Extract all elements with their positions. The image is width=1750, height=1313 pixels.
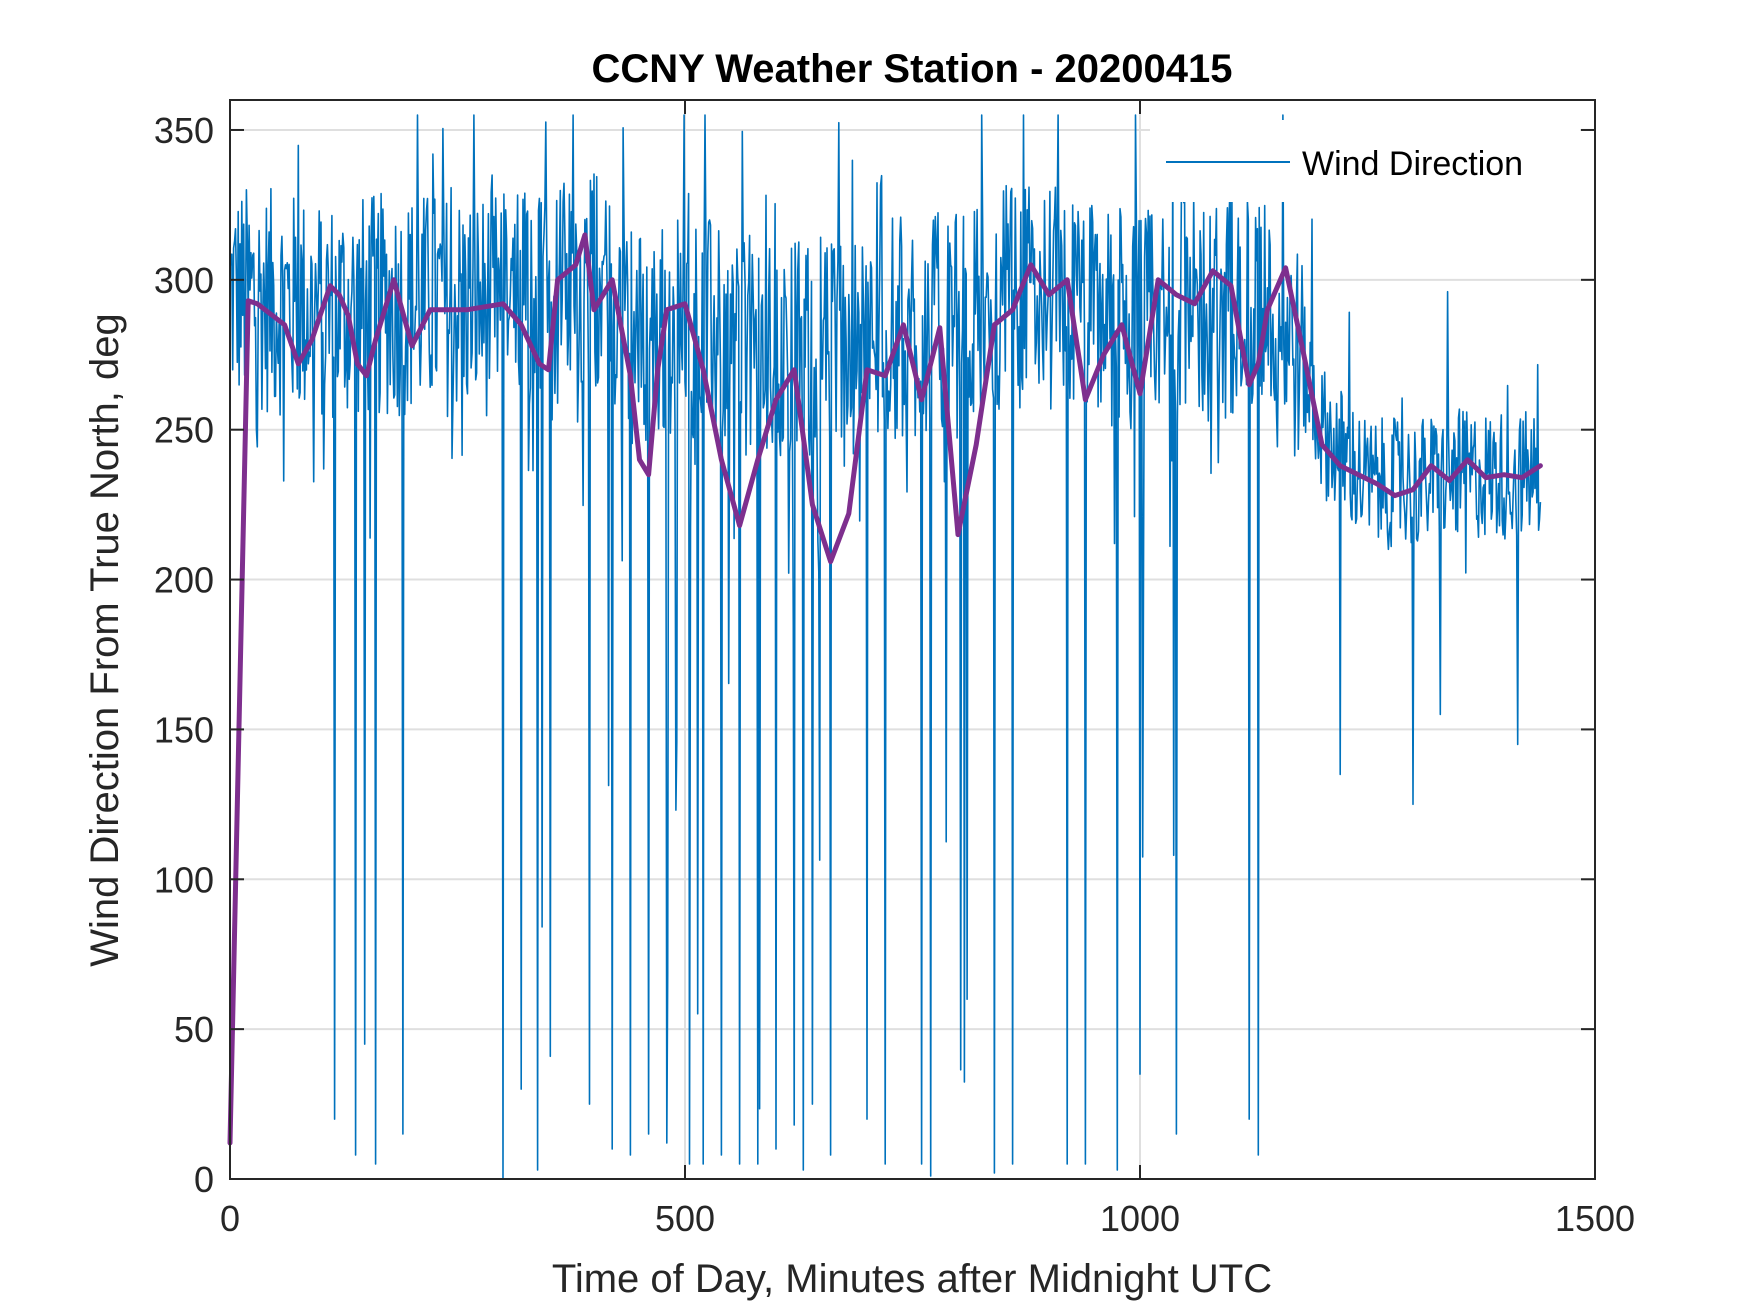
chart-title: CCNY Weather Station - 20200415 [592,47,1233,91]
x-tick-label: 1500 [1555,1198,1635,1239]
x-tick-label: 1000 [1100,1198,1180,1239]
y-tick-label: 150 [154,709,214,750]
ticks: 0 50 100 150 200 250 300 350 0 500 1000 1500 [154,100,1635,1239]
x-axis-label: Time of Day, Minutes after Midnight UTC [552,1257,1272,1301]
y-tick-label: 0 [194,1159,214,1200]
legend: Wind Direction [1150,120,1580,202]
y-tick-label: 50 [174,1009,214,1050]
x-tick-label: 500 [655,1198,715,1239]
y-tick-label: 300 [154,260,214,301]
y-tick-label: 350 [154,110,214,151]
series-layer [227,114,1543,1180]
axes-box [229,99,1596,1180]
series-line-wind-direction [229,114,1542,1180]
y-axis-label: Wind Direction From True North, deg [83,313,127,967]
series-line-smoothed [227,232,1543,1146]
x-tick-label: 0 [220,1198,240,1239]
y-tick-label: 200 [154,560,214,601]
legend-label-wind-direction: Wind Direction [1302,145,1523,183]
y-tick-label: 100 [154,859,214,900]
y-tick-label: 250 [154,410,214,451]
